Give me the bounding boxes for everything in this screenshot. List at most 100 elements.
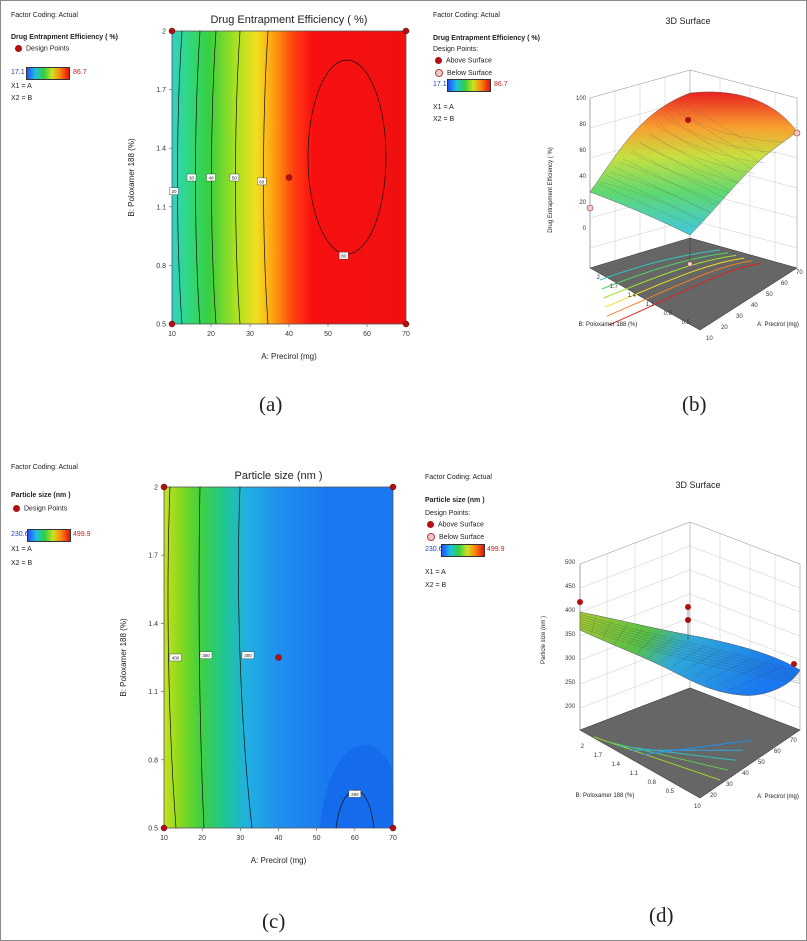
contour-label-box [257, 177, 267, 186]
mesh-line [602, 620, 612, 640]
contour-label: 400 [172, 656, 180, 661]
z-tick-label: 40 [579, 174, 586, 180]
color-scale-high: 499.9 [487, 546, 505, 553]
plot-title: Particle size (nm ) [234, 470, 322, 482]
contour-label: 40 [208, 176, 214, 181]
design-point [791, 661, 797, 667]
factor-x1: X1 = A [425, 569, 446, 576]
x-tick-label: 10 [694, 804, 701, 810]
contour-line [335, 789, 375, 829]
mesh-line [629, 152, 733, 194]
surface-title: 3D Surface [665, 16, 710, 26]
z-tick-label: 400 [565, 608, 576, 614]
base-contour [599, 249, 721, 281]
x-tick-label: 40 [751, 303, 758, 309]
surface-title: 3D Surface [675, 480, 720, 490]
design-point-marker-icon [15, 45, 22, 52]
y-tick-label: 2 [581, 744, 585, 750]
z-tick-label: 250 [565, 680, 576, 686]
x-tick-label: 50 [324, 331, 332, 338]
contour-plot-a: Drug Entrapment Efficiency ( %) A: Precir… [127, 14, 410, 361]
x-tick-label: 70 [389, 835, 397, 842]
plot-title: Drug Entrapment Efficiency ( %) [211, 14, 368, 26]
mesh-line [619, 162, 723, 205]
mesh-line [671, 645, 706, 668]
contour-label-box [241, 651, 255, 659]
x-axis-label: A: Precirol (mg) [251, 856, 307, 865]
contour-label: 300 [244, 653, 252, 658]
legend-design-points: Design Points [13, 505, 67, 512]
y-tick-label: 1.7 [156, 87, 166, 94]
y-axis-label: B: Poloxamer 188 (%) [127, 138, 136, 217]
mesh-line [579, 616, 801, 674]
x-tick-label: 60 [363, 331, 371, 338]
x-tick-label: 20 [207, 331, 215, 338]
mesh-line [599, 181, 701, 225]
factor-x2: X2 = B [11, 560, 33, 567]
contour-label-box [206, 173, 216, 182]
contour-line [177, 30, 183, 325]
base-plane [589, 237, 798, 331]
y-tick-label: 0.8 [664, 311, 673, 317]
base-contour [605, 257, 745, 308]
legend-design-points: Design Points [15, 45, 69, 52]
mesh-line [606, 175, 705, 221]
factor-x2: X2 = B [11, 95, 33, 102]
factor-coding-label: Factor Coding: Actual [11, 12, 78, 19]
legend-design-points: Design Points: [433, 46, 479, 53]
below-surface-marker-icon [427, 533, 435, 541]
legend-below-surface: Below Surface [435, 69, 492, 77]
color-scale: 17.1 [11, 69, 25, 76]
contour-label-box [338, 251, 349, 260]
contour-plot-c: Particle size (nm ) A: Precirol (mg) B: Po… [119, 470, 397, 865]
response-surface [589, 91, 798, 236]
y-axis-label: B: Poloxamer 188 (%) [579, 322, 638, 328]
legend-response-title: Particle size (nm ) [11, 492, 71, 499]
y-tick-label: 1.1 [630, 771, 639, 777]
base-contour [605, 740, 728, 771]
mesh-line [614, 624, 628, 644]
mesh-line [579, 620, 801, 678]
contour-label: 50 [232, 176, 238, 181]
mesh-line [681, 101, 768, 156]
design-point [793, 129, 801, 137]
y-tick-label: 1.7 [594, 753, 603, 759]
contour-label-box [186, 173, 197, 182]
x-tick-label: 10 [160, 835, 168, 842]
color-scale-low: 230.6 [11, 531, 29, 538]
z-axis-label: Drug Entrapment Efficiency ( %) [548, 147, 554, 233]
x-tick-label: 60 [351, 835, 359, 842]
x-tick-label: 50 [758, 760, 765, 766]
y-tick-label: 0.5 [666, 789, 675, 795]
caption-c: (c) [262, 909, 286, 933]
x-tick-label: 30 [236, 835, 244, 842]
x-tick-label: 20 [721, 325, 728, 331]
color-scale-high: 86.7 [73, 69, 87, 76]
legend-design-points-label: Design Points [26, 45, 70, 53]
caption-b: (b) [682, 392, 707, 416]
below-surface-marker-icon [435, 69, 443, 77]
mesh-line [656, 125, 747, 178]
y-tick-label: 0.8 [148, 757, 158, 764]
contour-label-box [169, 653, 182, 662]
x-tick-label: 10 [706, 336, 713, 342]
x-axis-label: A: Precirol (mg) [261, 352, 317, 361]
legend-response-title: Drug Entrapment Efficiency ( %) [433, 35, 540, 42]
mesh-line [591, 616, 596, 635]
mesh-line [705, 657, 753, 682]
design-point [402, 27, 410, 35]
y-tick-label: 1.4 [148, 621, 158, 628]
base-contour [601, 252, 729, 290]
y-tick-label: 2 [154, 485, 158, 492]
mesh-line [598, 183, 698, 228]
contour-line [238, 486, 253, 829]
legend-above-surface: Above Surface [427, 521, 484, 528]
color-scale-high: 499.9 [73, 531, 91, 538]
y-tick-label: 0.8 [156, 263, 166, 270]
mesh-line [631, 150, 726, 199]
mesh-line [579, 625, 801, 682]
z-tick-label: 300 [565, 656, 576, 662]
surface-plot-b: 0 20 40 60 80 100 Drug Entrapment Efficiency (… [548, 16, 803, 342]
x-tick-label: 60 [781, 281, 788, 287]
factor-coding-label: Factor Coding: Actual [433, 12, 500, 19]
